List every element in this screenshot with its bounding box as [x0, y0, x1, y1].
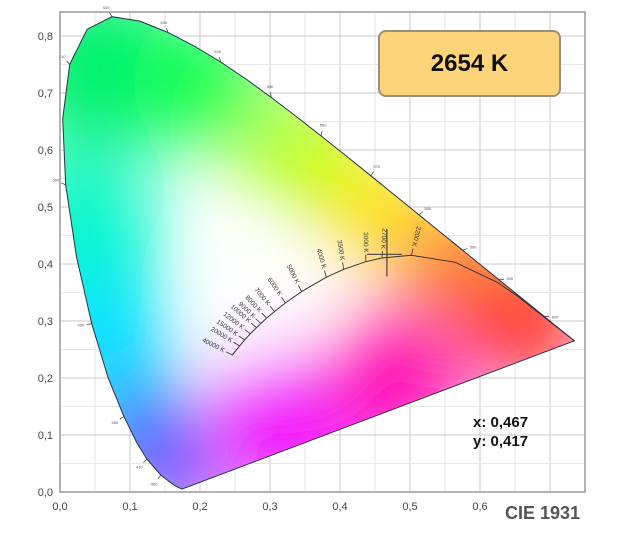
wavelength-tick — [320, 131, 323, 137]
wavelength-tick — [109, 12, 113, 17]
color-blob — [243, 95, 353, 205]
wavelength-label: 500 — [53, 177, 60, 182]
color-blob — [225, 258, 315, 349]
x-tick-label: 0,0 — [52, 501, 67, 513]
wavelength-label: 540 — [214, 49, 221, 54]
x-tick-label: 0,4 — [332, 501, 347, 513]
x-tick-label: 0,5 — [402, 501, 417, 513]
cct-tick — [233, 341, 240, 347]
cct-label: 3000 K — [362, 232, 369, 253]
wavelength-tick — [61, 182, 66, 186]
wavelength-label: 530 — [160, 20, 167, 25]
wavelength-label: 620 — [552, 314, 559, 319]
cct-tick — [225, 351, 233, 356]
cct-value: 2654 K — [430, 49, 509, 77]
cct-tick — [255, 318, 262, 324]
y-tick-label: 0,7 — [38, 88, 53, 100]
wavelength-marks: 460 470 480 490 500 510 520 530 540 550 560 570 580 5… — [53, 5, 559, 486]
wavelength-label: 560 — [320, 123, 327, 128]
y-coordinate: y: 0,417 — [473, 433, 529, 450]
wavelength-tick — [370, 171, 374, 177]
cct-display: 2654 K — [378, 30, 561, 97]
wavelength-label: 480 — [111, 420, 118, 425]
wavelength-label: 600 — [506, 276, 513, 281]
y-tick-label: 0,1 — [38, 430, 53, 442]
wavelength-tick — [418, 211, 424, 215]
wavelength-label: 550 — [267, 84, 274, 89]
coordinate-readout: x: 0,467 y: 0,417 — [473, 413, 528, 451]
y-tick-label: 0,5 — [38, 202, 53, 214]
cct-tick — [269, 305, 275, 312]
wavelength-label: 490 — [77, 322, 84, 327]
cct-tick — [281, 296, 286, 304]
x-tick-label: 0,2 — [192, 501, 207, 513]
x-tick-label: 0,1 — [122, 501, 137, 513]
cct-tick — [238, 335, 245, 341]
wavelength-tick — [143, 458, 148, 463]
cct-tick — [342, 262, 345, 270]
wavelength-tick — [462, 248, 468, 251]
wavelength-tick — [119, 416, 125, 420]
y-tick-label: 0,4 — [38, 259, 53, 271]
y-tick-label: 0,3 — [38, 316, 53, 328]
wavelength-tick — [157, 474, 162, 480]
x-tick-label: 0,3 — [262, 501, 277, 513]
x-tick-label: 0,6 — [472, 501, 487, 513]
wavelength-label: 590 — [470, 244, 477, 249]
y-tick-label: 0,6 — [38, 145, 53, 157]
wavelength-tick — [498, 278, 504, 281]
cct-tick — [324, 270, 327, 278]
wavelength-label: 570 — [373, 164, 380, 169]
wavelength-label: 460 — [151, 481, 158, 486]
cct-label: 3500 K — [335, 240, 345, 262]
cct-tick — [298, 285, 302, 292]
y-tick-label: 0,8 — [38, 31, 53, 43]
cct-tick — [261, 312, 267, 319]
color-blob — [139, 440, 219, 490]
wavelength-label: 520 — [103, 5, 110, 10]
plot-border — [59, 11, 586, 493]
cct-tick — [250, 322, 257, 328]
wavelength-label: 470 — [136, 465, 143, 470]
x-coordinate: x: 0,467 — [473, 414, 529, 431]
cct-tick — [410, 248, 414, 256]
y-tick-label: 0,0 — [38, 487, 53, 499]
wavelength-tick — [165, 27, 169, 33]
wavelength-tick — [218, 57, 222, 63]
y-tick-label: 0,2 — [38, 373, 53, 385]
measured-point-marker — [366, 229, 402, 277]
wavelength-label: 580 — [424, 206, 431, 211]
axis-ticks: 0,0 0,1 0,2 0,3 0,4 0,5 0,6 0,0 0,1 0,2 0,3 0,4 0,5 0… — [38, 31, 488, 513]
wavelength-label: 510 — [59, 54, 66, 59]
wavelength-tick — [66, 60, 70, 65]
cct-label: 2700 K — [379, 228, 388, 250]
cie-1931-label: CIE 1931 — [505, 503, 581, 523]
cct-tick — [244, 329, 251, 335]
